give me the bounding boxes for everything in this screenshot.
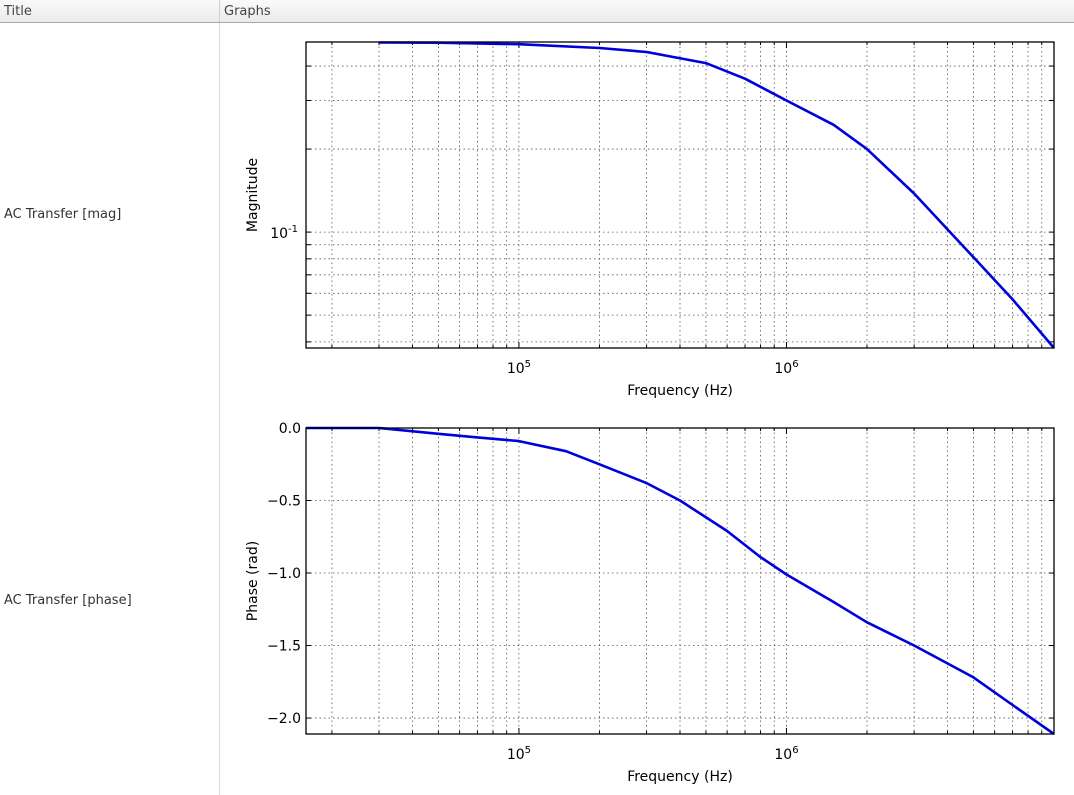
y-tick-label: −1.0 (267, 566, 301, 582)
column-header-title[interactable]: Title (0, 0, 220, 22)
x-tick-label: 105 (507, 745, 531, 763)
grid (306, 42, 1054, 348)
data-series-line (306, 426, 1055, 736)
phase-chart: 105 106 0.0 −0.5 −1.0 −1.5 −2.0 Frequency (Hz) P… (245, 421, 1055, 785)
data-series-line (378, 41, 1055, 349)
row-title-phase: AC Transfer [phase] (4, 593, 132, 608)
plot-frame (305, 41, 1055, 349)
row-title-mag: AC Transfer [mag] (4, 207, 122, 222)
y-tick-label: 10-1 (270, 224, 298, 242)
y-axis-label: Magnitude (245, 158, 261, 232)
y-axis-label: Phase (rad) (245, 541, 261, 621)
column-divider (219, 23, 220, 795)
column-header-graphs[interactable]: Graphs (224, 4, 271, 19)
table-header: Title Graphs (0, 0, 1074, 23)
y-tick-label: −0.5 (267, 494, 301, 510)
y-tick-label: 0.0 (279, 421, 301, 437)
grid (306, 427, 1054, 734)
x-axis-label: Frequency (Hz) (627, 383, 733, 399)
x-tick-label: 106 (774, 359, 798, 377)
y-tick-label: −2.0 (267, 711, 301, 727)
y-tick-label: −1.5 (267, 639, 301, 655)
plot-frame (305, 427, 1055, 735)
x-axis-label: Frequency (Hz) (627, 769, 733, 785)
x-tick-label: 106 (774, 745, 798, 763)
magnitude-chart: 105 106 10-1 Frequency (Hz) Magnitude (245, 41, 1055, 399)
x-tick-label: 105 (507, 359, 531, 377)
